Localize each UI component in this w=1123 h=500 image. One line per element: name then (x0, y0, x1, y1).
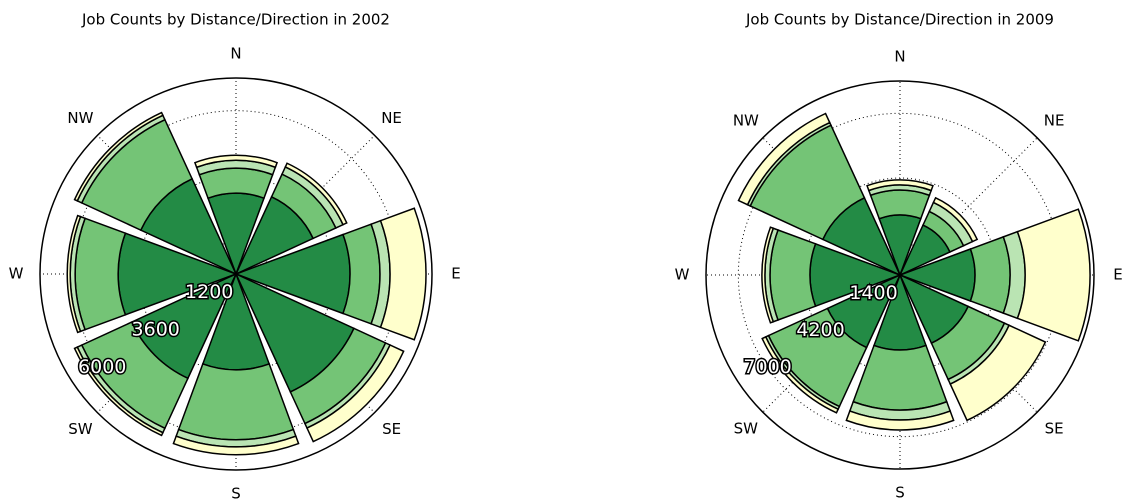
polar-frame (39, 77, 433, 471)
bar-segment (74, 217, 127, 331)
bar-segment (737, 112, 831, 206)
angle-label: N (894, 48, 905, 66)
angle-label: E (451, 265, 460, 283)
radial-tick-label: 3600 (132, 319, 180, 341)
polar-frame (705, 80, 1095, 470)
bar-segment (761, 335, 840, 414)
angle-label: SE (1045, 420, 1064, 438)
bar-segment (852, 344, 948, 411)
angle-label: SW (68, 420, 93, 438)
angle-label: NE (1044, 111, 1065, 129)
bar-segment (66, 214, 82, 334)
bar-segment (932, 196, 979, 243)
angle-label: E (1113, 266, 1122, 284)
angle-label: SE (382, 420, 401, 438)
angle-label: NE (381, 109, 402, 127)
angle-label: SW (734, 420, 759, 438)
bar-segment (73, 346, 164, 437)
radial-tick-label: 4200 (796, 319, 844, 341)
bar-segment (379, 207, 427, 341)
bar-segment (1016, 208, 1091, 342)
bar-segment (306, 344, 405, 443)
angle-label: NW (733, 111, 759, 129)
bar-segment (949, 324, 1047, 422)
chart-title: Job Counts by Distance/Direction in 2002 (81, 11, 390, 29)
angle-label: N (230, 45, 241, 63)
angle-label: S (231, 485, 241, 500)
bar-segment (172, 435, 300, 456)
radial-tick-label: 1400 (849, 282, 897, 304)
bar-segment (198, 167, 274, 200)
bar-segment (73, 111, 164, 202)
angle-label: W (9, 265, 24, 283)
bar-segment (284, 162, 348, 226)
bar-segment (845, 410, 955, 431)
bar-segment (193, 154, 279, 169)
angle-label: S (895, 484, 905, 500)
bar-segment (969, 235, 1011, 315)
chart-title: Job Counts by Distance/Direction in 2009 (745, 11, 1054, 29)
bar-segment (769, 229, 817, 321)
radial-tick-label: 1200 (185, 281, 233, 303)
bar-segment (761, 226, 775, 324)
angle-label: NW (67, 109, 93, 127)
bar-segment (866, 179, 934, 192)
bar-segment (869, 189, 931, 220)
bar-segment (177, 362, 295, 441)
radial-tick-label: 7000 (743, 356, 791, 378)
radial-tick-label: 6000 (78, 356, 126, 378)
angle-label: W (675, 266, 690, 284)
